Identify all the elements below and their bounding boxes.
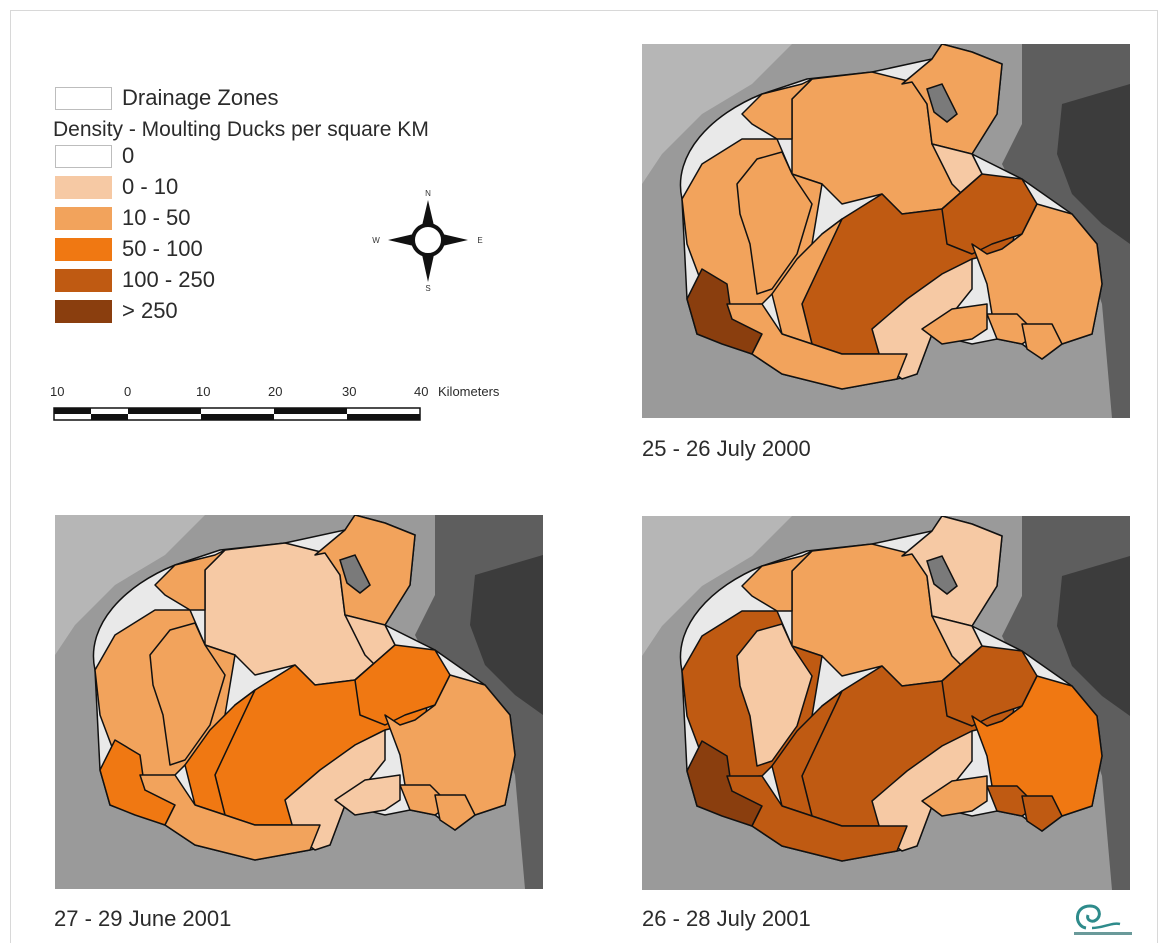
legend-class-row: 10 - 50: [55, 205, 191, 230]
scale-bar: 10 0 10 20 30 40 Kilometers: [46, 384, 556, 434]
legend-drainage-label: Drainage Zones: [122, 85, 279, 110]
legend-class-label: 100 - 250: [122, 267, 215, 292]
legend-drainage-row: Drainage Zones: [55, 85, 279, 110]
island: [926, 83, 958, 123]
scale-tick-label: 40: [414, 384, 429, 399]
water-deep-region: [1057, 556, 1130, 716]
drainage-zone: [736, 623, 813, 767]
island: [339, 554, 371, 594]
drainage-zone: [901, 44, 1003, 155]
map-caption-2: 27 - 29 June 2001: [54, 906, 232, 931]
drainage-zone: [726, 775, 908, 862]
legend-class-row: 100 - 250: [55, 267, 215, 292]
scale-tick-label: 10: [196, 384, 211, 399]
drainage-zone: [1021, 323, 1063, 360]
drainage-zone: [334, 774, 401, 816]
drainage-zone: [741, 550, 813, 612]
legend-class-row: 0: [55, 143, 135, 168]
map-panel-1: [642, 44, 1130, 418]
drainage-zone: [901, 516, 1003, 627]
water-deep-region: [470, 555, 543, 715]
legend-class-label: 50 - 100: [122, 236, 203, 261]
map-caption-3: 26 - 28 July 2001: [642, 906, 811, 931]
figure-frame: [10, 10, 1158, 943]
drainage-zone: [1021, 795, 1063, 832]
legend-class-row: > 250: [55, 298, 178, 323]
legend-class-swatch: [55, 268, 112, 292]
land-light-region: [642, 44, 792, 184]
legend-class-label: 10 - 50: [122, 205, 191, 230]
legend-class-swatch: [55, 175, 112, 199]
drainage-zone: [921, 775, 988, 817]
legend-class-swatch: [55, 237, 112, 261]
land-light-region: [55, 515, 205, 655]
north-arrow-compass-icon: N S W E: [372, 189, 482, 292]
scale-tick-label: 30: [342, 384, 357, 399]
island: [926, 555, 958, 595]
scale-unit-label: Kilometers: [438, 384, 500, 399]
drainage-zone: [921, 303, 988, 345]
legend-class-row: 50 - 100: [55, 236, 203, 261]
compass-s: S: [425, 284, 430, 292]
legend-class-swatch: [55, 144, 112, 168]
legend-class-label: > 250: [122, 298, 178, 323]
drainage-zone: [149, 622, 226, 766]
scale-tick-label: 20: [268, 384, 283, 399]
scale-tick-label: 0: [124, 384, 132, 399]
map-caption-1: 25 - 26 July 2000: [642, 436, 811, 461]
drainage-zone: [741, 78, 813, 140]
ducks-unlimited-logo-icon: [1074, 904, 1132, 935]
scale-bar-graphic: [53, 407, 421, 421]
drainage-zone: [314, 515, 416, 626]
legend-class-swatch: [55, 206, 112, 230]
compass-n: N: [425, 189, 431, 198]
compass-w: W: [372, 236, 380, 245]
water-deep-region: [1057, 84, 1130, 244]
drainage-zone: [726, 303, 908, 390]
drainage-zone: [139, 774, 321, 861]
drainage-zone: [154, 549, 226, 611]
land-light-region: [642, 516, 792, 656]
legend-density-title: Density - Moulting Ducks per square KM: [53, 118, 429, 141]
map-panel-2: [54, 515, 544, 889]
drainage-zone: [434, 794, 476, 831]
compass-e: E: [477, 236, 482, 245]
legend-class-swatch: [55, 299, 112, 323]
legend-class-label: 0 - 10: [122, 174, 179, 199]
scale-tick-label: 10: [50, 384, 65, 399]
legend-class-label: 0: [122, 143, 135, 168]
map-panel-3: [642, 516, 1130, 890]
legend-swatch-drainage: [55, 86, 112, 110]
legend-class-row: 0 - 10: [55, 174, 179, 199]
drainage-zone: [736, 151, 813, 295]
